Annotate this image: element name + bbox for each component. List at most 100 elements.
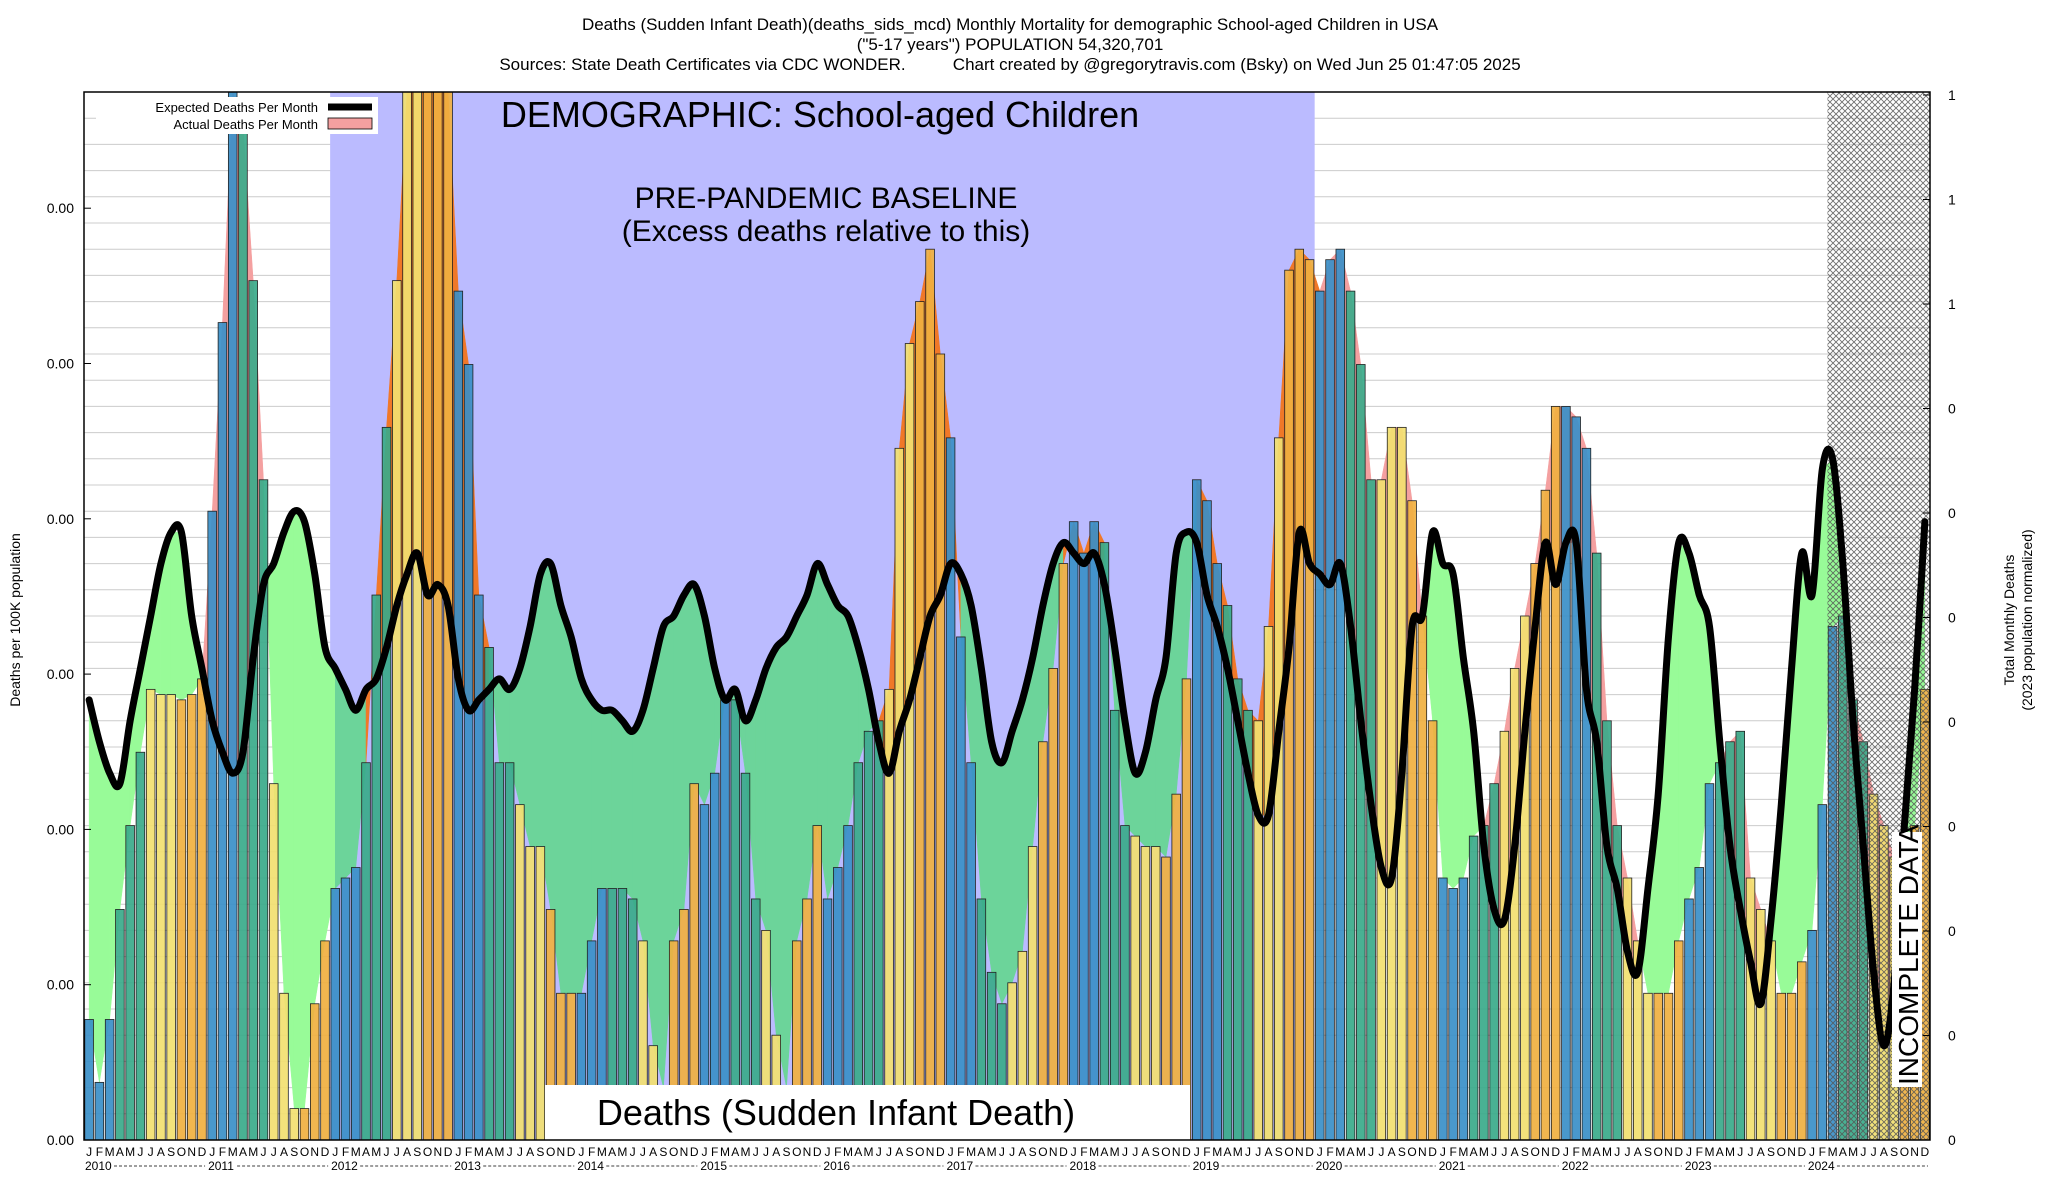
incomplete-label-box bbox=[1892, 832, 1922, 1087]
month-label: S bbox=[1152, 1145, 1160, 1159]
legend-actual-swatch bbox=[327, 117, 373, 130]
right-tick-label: 0 bbox=[1948, 1028, 1956, 1044]
month-label: A bbox=[157, 1145, 165, 1159]
actual-deaths-bar bbox=[740, 772, 751, 1141]
deficit-area bbox=[570, 636, 582, 994]
month-label: J bbox=[1491, 1145, 1497, 1159]
year-label: 2016 bbox=[823, 1159, 850, 1173]
right-tick-label: 0 bbox=[1948, 1132, 1956, 1148]
actual-deaths-bar bbox=[1489, 783, 1499, 1141]
month-label: N bbox=[433, 1145, 442, 1159]
actual-deaths-bar bbox=[135, 751, 146, 1141]
month-label: J bbox=[1071, 1145, 1077, 1159]
actual-deaths-bar bbox=[1448, 888, 1458, 1141]
month-label: A bbox=[1223, 1145, 1231, 1159]
month-label: J bbox=[1440, 1145, 1446, 1159]
actual-deaths-bar bbox=[1058, 563, 1069, 1141]
deficit-area bbox=[1011, 699, 1023, 983]
month-label: D bbox=[1921, 1145, 1930, 1159]
month-label: O bbox=[669, 1145, 678, 1159]
year-label: 2020 bbox=[1316, 1159, 1343, 1173]
month-label: S bbox=[1644, 1145, 1652, 1159]
month-label: J bbox=[455, 1145, 461, 1159]
actual-deaths-bar bbox=[392, 280, 402, 1141]
right-axis: 0 0 0 0 0 0 0 0 1 1 1 bbox=[1923, 87, 1956, 1148]
month-label: D bbox=[1797, 1145, 1806, 1159]
actual-deaths-bar bbox=[1192, 479, 1202, 1141]
year-label: 2017 bbox=[946, 1159, 973, 1173]
month-label: A bbox=[1593, 1145, 1601, 1159]
month-label: J bbox=[137, 1145, 143, 1159]
month-label: A bbox=[772, 1145, 780, 1159]
month-label: M bbox=[1602, 1145, 1612, 1159]
month-label: J bbox=[384, 1145, 390, 1159]
right-tick-label: 0 bbox=[1948, 505, 1956, 521]
month-label: J bbox=[753, 1145, 759, 1159]
actual-deaths-bar bbox=[535, 846, 546, 1141]
month-label: F bbox=[1326, 1145, 1333, 1159]
month-label: J bbox=[701, 1145, 707, 1159]
actual-deaths-bar bbox=[1417, 615, 1428, 1141]
title-line-3: Sources: State Death Certificates via CD… bbox=[499, 55, 1520, 74]
month-label: J bbox=[209, 1145, 215, 1159]
actual-deaths-bar bbox=[217, 322, 228, 1141]
month-label: F bbox=[96, 1145, 103, 1159]
month-label: M bbox=[597, 1145, 607, 1159]
year-label: 2021 bbox=[1439, 1159, 1466, 1173]
month-label: M bbox=[351, 1145, 361, 1159]
actual-deaths-bar bbox=[1571, 416, 1581, 1141]
month-label: N bbox=[1664, 1145, 1673, 1159]
actual-deaths-bar bbox=[494, 762, 505, 1141]
month-label: J bbox=[507, 1145, 513, 1159]
month-label: N bbox=[1295, 1145, 1304, 1159]
month-label: M bbox=[1335, 1145, 1345, 1159]
month-label: J bbox=[1245, 1145, 1251, 1159]
month-label: F bbox=[342, 1145, 349, 1159]
month-label: O bbox=[1900, 1145, 1909, 1159]
month-label: M bbox=[1212, 1145, 1222, 1159]
month-label: N bbox=[1172, 1145, 1181, 1159]
month-label: A bbox=[1347, 1145, 1355, 1159]
deficit-area bbox=[611, 709, 623, 889]
month-label: A bbox=[1265, 1145, 1273, 1159]
legend: Expected Deaths Per Month Actual Deaths … bbox=[96, 97, 378, 134]
right-tick-label: 0 bbox=[1948, 401, 1956, 417]
month-label: J bbox=[886, 1145, 892, 1159]
month-label: A bbox=[485, 1145, 493, 1159]
actual-deaths-bar bbox=[268, 783, 279, 1141]
actual-deaths-bar bbox=[115, 909, 125, 1141]
month-label: A bbox=[1716, 1145, 1724, 1159]
deficit-area bbox=[991, 741, 1003, 1004]
month-label: O bbox=[423, 1145, 432, 1159]
month-label: A bbox=[1470, 1145, 1478, 1159]
actual-deaths-bar bbox=[1643, 992, 1653, 1141]
month-label: A bbox=[1880, 1145, 1888, 1159]
actual-deaths-bar bbox=[166, 694, 176, 1141]
actual-deaths-bar bbox=[1468, 835, 1479, 1141]
actual-deaths-bar bbox=[1786, 992, 1797, 1141]
month-label: M bbox=[125, 1145, 135, 1159]
actual-deaths-bar bbox=[186, 694, 197, 1141]
actual-deaths-bar bbox=[1284, 269, 1294, 1141]
year-label: 2024 bbox=[1808, 1159, 1835, 1173]
year-label: 2013 bbox=[454, 1159, 481, 1173]
month-label: F bbox=[588, 1145, 595, 1159]
month-label: J bbox=[260, 1145, 266, 1159]
month-label: O bbox=[792, 1145, 801, 1159]
actual-deaths-bar bbox=[402, 91, 412, 1141]
right-tick-label: 1 bbox=[1948, 296, 1956, 312]
year-label: 2014 bbox=[577, 1159, 604, 1173]
month-label: N bbox=[1049, 1145, 1058, 1159]
actual-deaths-bar bbox=[1181, 678, 1192, 1141]
left-tick-label: 0.00 bbox=[47, 821, 74, 837]
annotations: DEMOGRAPHIC: School-aged Children PRE-PA… bbox=[501, 94, 1924, 1140]
month-label: F bbox=[1696, 1145, 1703, 1159]
month-label: F bbox=[1080, 1145, 1087, 1159]
month-label: D bbox=[813, 1145, 822, 1159]
actual-deaths-bar bbox=[956, 636, 966, 1141]
deficit-area bbox=[1688, 553, 1700, 900]
actual-deaths-bar bbox=[412, 91, 423, 1141]
month-label: O bbox=[1284, 1145, 1293, 1159]
actual-deaths-bar bbox=[94, 1081, 105, 1141]
right-tick-label: 1 bbox=[1948, 192, 1956, 208]
